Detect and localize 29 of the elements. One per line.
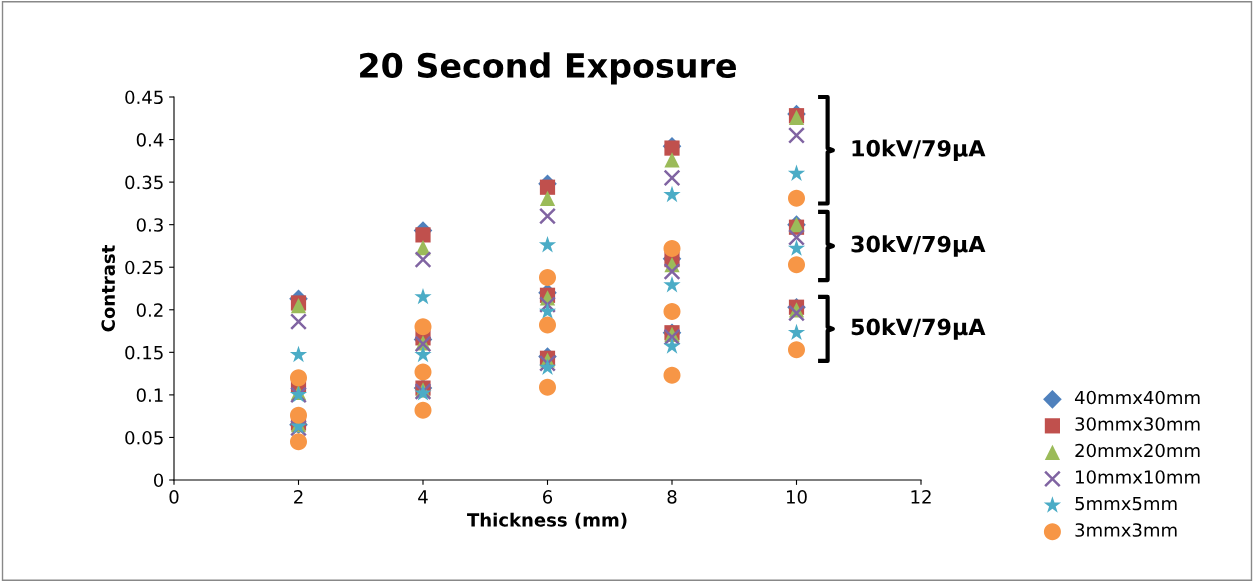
y-axis-title: Contrast [101,245,116,332]
x-axis-title: Thickness (mm) [467,512,627,529]
legend-label: 3mmx3mm [1075,523,1177,537]
annotation: 30kV/79µA [851,235,986,257]
chart-title: 20 Second Exposure [360,52,736,85]
legend-label: 30mmx30mm [1075,417,1200,431]
x-tick-label: 10 [787,490,807,504]
x-tick-label: 0 [169,490,179,504]
y-tick-label: 0.35 [125,175,163,190]
legend-label: 40mmx40mm [1074,390,1200,405]
y-tick-label: 0.2 [136,303,163,317]
legend-label: 5mmx5mm [1075,496,1177,511]
y-tick-label: 0.05 [125,430,163,445]
annotation: 50kV/79µA [851,318,986,340]
x-tick-label: 2 [294,490,303,504]
x-tick-label: 6 [543,490,553,504]
y-tick-label: 0.25 [125,260,163,275]
annotation: 10kV/79µA [852,139,986,161]
x-tick-label: 8 [667,490,677,504]
y-tick-label: 0.15 [125,345,163,360]
y-tick-label: 0.3 [136,218,163,232]
x-tick-label: 4 [418,490,428,504]
legend-label: 10mmx10mm [1076,470,1200,484]
y-tick-label: 0.1 [136,388,163,403]
y-tick-label: 0 [153,473,164,488]
y-tick-label: 0.45 [125,90,163,105]
y-tick-label: 0.4 [136,133,164,147]
x-tick-label: 12 [911,490,931,504]
legend-label: 20mmx20mm [1075,443,1200,458]
